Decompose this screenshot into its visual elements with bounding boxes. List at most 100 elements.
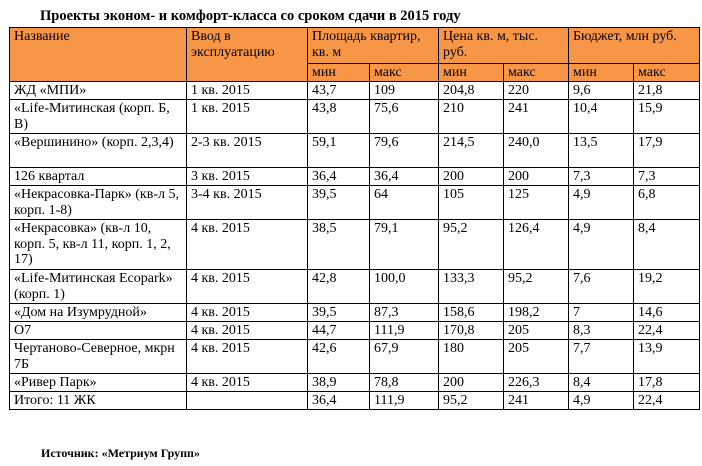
- cell-budget-min: 9,6: [568, 81, 635, 100]
- cell-area-max: 100,0: [369, 269, 439, 304]
- cell-budget-max: 14,6: [633, 303, 701, 322]
- cell-commission: 3-4 кв. 2015: [186, 185, 308, 220]
- cell-price-min: 214,5: [438, 133, 504, 168]
- cell-commission: 4 кв. 2015: [186, 373, 308, 392]
- cell-name: «Дом на Изумрудной»: [9, 303, 187, 322]
- cell-area-min: 36,4: [307, 167, 370, 186]
- cell-price-min: 200: [438, 167, 504, 186]
- cell-area-max: 79,6: [369, 133, 439, 168]
- cell-area-max: 75,6: [369, 99, 439, 134]
- cell-price-max: 95,2: [502, 269, 570, 304]
- cell-area-min: 39,5: [307, 303, 370, 322]
- cell-price-min: 158,6: [438, 303, 504, 322]
- cell-price-min: 200: [438, 373, 504, 392]
- subheader-row: мин макс мин макс мин макс: [10, 63, 701, 82]
- cell-price-min: 180: [438, 339, 504, 374]
- table-row: «Life-Митинская Ecopark» (корп. 1) 4 кв. …: [9, 269, 701, 304]
- cell-name: Чертаново-Северное, мкрн 7Б: [9, 339, 187, 374]
- cell-area-max: 111,9: [369, 321, 439, 340]
- cell-budget-max: 13,9: [633, 339, 701, 374]
- cell-budget-min: 7,3: [568, 167, 635, 186]
- cell-area-max: 111,9: [369, 391, 439, 410]
- cell-commission: 4 кв. 2015: [186, 219, 308, 270]
- cell-area-min: 42,8: [307, 269, 370, 304]
- cell-area-min: 42,6: [307, 339, 370, 374]
- cell-budget-min: 7: [568, 303, 635, 322]
- cell-price-min: 105: [438, 185, 504, 220]
- projects-table: Название Ввод в эксплуатацию Площадь ква…: [9, 27, 701, 410]
- cell-budget-max: 19,2: [633, 269, 701, 304]
- cell-area-min: 44,7: [307, 321, 370, 340]
- cell-area-min: 59,1: [307, 133, 370, 168]
- cell-budget-min: 4,9: [568, 391, 635, 410]
- cell-commission: 4 кв. 2015: [186, 321, 308, 340]
- cell-name: «Life-Митинская Ecopark» (корп. 1): [9, 269, 187, 304]
- cell-price-min: 95,2: [438, 391, 504, 410]
- cell-commission: [186, 391, 308, 410]
- cell-price-max: 126,4: [502, 219, 570, 270]
- table-row: «Вершинино» (корп. 2,3,4) 2-3 кв. 2015 59,…: [9, 133, 701, 168]
- cell-commission: 4 кв. 2015: [186, 339, 308, 374]
- cell-commission: 3 кв. 2015: [186, 167, 308, 186]
- cell-price-max: 241: [502, 391, 570, 410]
- table-row: 126 квартал 3 кв. 2015 36,4 36,4 200 200 7,3 7,…: [9, 167, 701, 186]
- cell-area-min: 38,5: [307, 219, 370, 270]
- cell-area-max: 87,3: [369, 303, 439, 322]
- cell-price-max: 240,0: [502, 133, 570, 168]
- cell-commission: 4 кв. 2015: [186, 269, 308, 304]
- table-row: Итого: 11 ЖК 36,4 111,9 95,2 241 4,9 22,4: [9, 391, 701, 410]
- cell-name: Итого: 11 ЖК: [9, 391, 187, 410]
- cell-commission: 2-3 кв. 2015: [186, 133, 308, 168]
- cell-area-min: 38,9: [307, 373, 370, 392]
- header-row: Название Ввод в эксплуатацию Площадь ква…: [9, 27, 701, 82]
- cell-price-max: 200: [502, 167, 570, 186]
- cell-price-max: 125: [502, 185, 570, 220]
- cell-price-min: 133,3: [438, 269, 504, 304]
- cell-price-max: 241: [502, 99, 570, 134]
- col-header-budget-max: макс: [633, 63, 701, 82]
- cell-price-min: 204,8: [438, 81, 504, 100]
- cell-area-max: 67,9: [369, 339, 439, 374]
- cell-name: ЖД «МПИ»: [9, 81, 187, 100]
- col-header-budget: Бюджет, млн руб.: [568, 27, 701, 64]
- cell-budget-max: 21,8: [633, 81, 701, 100]
- cell-name: «Ривер Парк»: [9, 373, 187, 392]
- cell-budget-max: 17,9: [633, 133, 701, 168]
- cell-commission: 1 кв. 2015: [186, 81, 308, 100]
- cell-area-min: 39,5: [307, 185, 370, 220]
- cell-area-min: 36,4: [307, 391, 370, 410]
- table-row: «Life-Митинская (корп. Б, В) 1 кв. 2015 43…: [9, 99, 701, 134]
- source-note: Источник: «Метриум Групп»: [41, 446, 200, 460]
- table-row: ЖД «МПИ» 1 кв. 2015 43,7 109 204,8 220 9,6 21,8: [9, 81, 701, 100]
- cell-area-max: 64: [369, 185, 439, 220]
- cell-price-max: 205: [502, 321, 570, 340]
- cell-area-max: 36,4: [369, 167, 439, 186]
- col-header-area-max: макс: [369, 63, 439, 82]
- cell-area-max: 79,1: [369, 219, 439, 270]
- cell-budget-max: 15,9: [633, 99, 701, 134]
- cell-area-max: 109: [369, 81, 439, 100]
- cell-budget-max: 8,4: [633, 219, 701, 270]
- table-row: О7 4 кв. 2015 44,7 111,9 170,8 205 8,3 22,4: [9, 321, 701, 340]
- cell-price-max: 220: [502, 81, 570, 100]
- cell-budget-min: 8,4: [568, 373, 635, 392]
- table-row: Чертаново-Северное, мкрн 7Б 4 кв. 2015 42,…: [9, 339, 701, 374]
- col-header-price-max: макс: [502, 63, 570, 82]
- col-header-name: Название: [9, 27, 187, 82]
- col-header-price-min: мин: [438, 63, 504, 82]
- cell-price-min: 170,8: [438, 321, 504, 340]
- cell-commission: 4 кв. 2015: [186, 303, 308, 322]
- cell-price-max: 226,3: [502, 373, 570, 392]
- cell-budget-max: 22,4: [633, 321, 701, 340]
- cell-price-min: 210: [438, 99, 504, 134]
- cell-budget-min: 4,9: [568, 185, 635, 220]
- cell-price-max: 198,2: [502, 303, 570, 322]
- cell-area-max: 78,8: [369, 373, 439, 392]
- cell-name: «Некрасовка-Парк» (кв-л 5, корп. 1-8): [9, 185, 187, 220]
- cell-area-min: 43,7: [307, 81, 370, 100]
- col-header-area: Площадь квартир, кв. м: [307, 27, 439, 64]
- cell-budget-min: 10,4: [568, 99, 635, 134]
- cell-budget-max: 17,8: [633, 373, 701, 392]
- cell-budget-max: 22,4: [633, 391, 701, 410]
- cell-budget-max: 7,3: [633, 167, 701, 186]
